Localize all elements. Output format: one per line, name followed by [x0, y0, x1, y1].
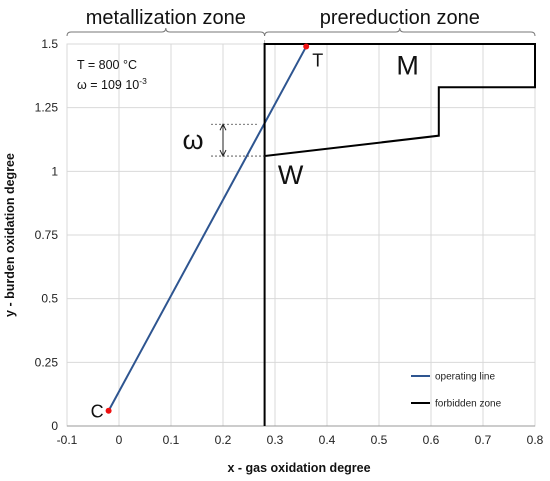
y-tick-label: 0.75 — [35, 228, 59, 242]
omega-exponent: -3 — [139, 76, 147, 86]
omega-symbol-label: ω — [182, 125, 203, 155]
y-tick-label: 1 — [51, 164, 58, 178]
region-w-label: W — [278, 160, 304, 190]
omega-value-text: ω = 109 10 — [77, 78, 139, 92]
x-tick-label: 0.6 — [423, 433, 440, 447]
forbidden-zone-boundary — [263, 43, 536, 426]
series — [107, 43, 536, 426]
x-tick-label: -0.1 — [57, 433, 78, 447]
omega-value-label: ω = 109 10-3 — [77, 76, 147, 92]
x-tick-label: 0.7 — [475, 433, 492, 447]
x-tick-label: 0 — [116, 433, 123, 447]
y-tick-label: 0.25 — [35, 355, 59, 369]
y-tick-label: 1.25 — [35, 101, 59, 115]
omega-arrowhead-top — [219, 123, 227, 131]
y-tick-label: 1.5 — [41, 37, 58, 51]
point-c-marker — [105, 407, 112, 414]
point-t-marker — [303, 43, 310, 50]
x-tick-label: 0.1 — [163, 433, 180, 447]
grid — [66, 40, 536, 427]
x-axis-title: x - gas oxidation degree — [227, 461, 370, 475]
omega-arrowhead-bottom — [219, 149, 227, 158]
legend-label-forbidden-zone: forbidden zone — [435, 399, 502, 410]
zone-bracket — [66, 27, 266, 37]
y-tick-label: 0 — [51, 419, 58, 433]
legend: operating line forbidden zone — [411, 372, 502, 410]
zone-brackets: metallization zone prereduction zone — [66, 7, 536, 37]
region-m-label: M — [396, 51, 419, 81]
x-tick-label: 0.3 — [267, 433, 284, 447]
x-tick-label: 0.2 — [215, 433, 232, 447]
temperature-label: T = 800 °C — [77, 58, 137, 72]
point-c-label: C — [91, 402, 104, 422]
prereduction-zone-label: prereduction zone — [320, 7, 480, 29]
legend-label-operating-line: operating line — [435, 372, 495, 383]
axes: -0.1 0 0.1 0.2 0.3 0.4 0.5 0.6 0.7 0.800.250.50.7… — [35, 37, 544, 447]
metallization-zone-label: metallization zone — [86, 7, 246, 29]
zone-bracket — [264, 27, 536, 37]
operating-line — [107, 46, 308, 412]
x-tick-label: 0.5 — [371, 433, 388, 447]
x-tick-label: 0.8 — [527, 433, 544, 447]
x-tick-label: 0.4 — [319, 433, 336, 447]
point-t-label: T — [312, 51, 323, 71]
y-tick-label: 0.5 — [41, 292, 58, 306]
annotations: C T M Wω — [91, 43, 419, 422]
y-axis-title: y - burden oxidation degree — [3, 153, 17, 317]
